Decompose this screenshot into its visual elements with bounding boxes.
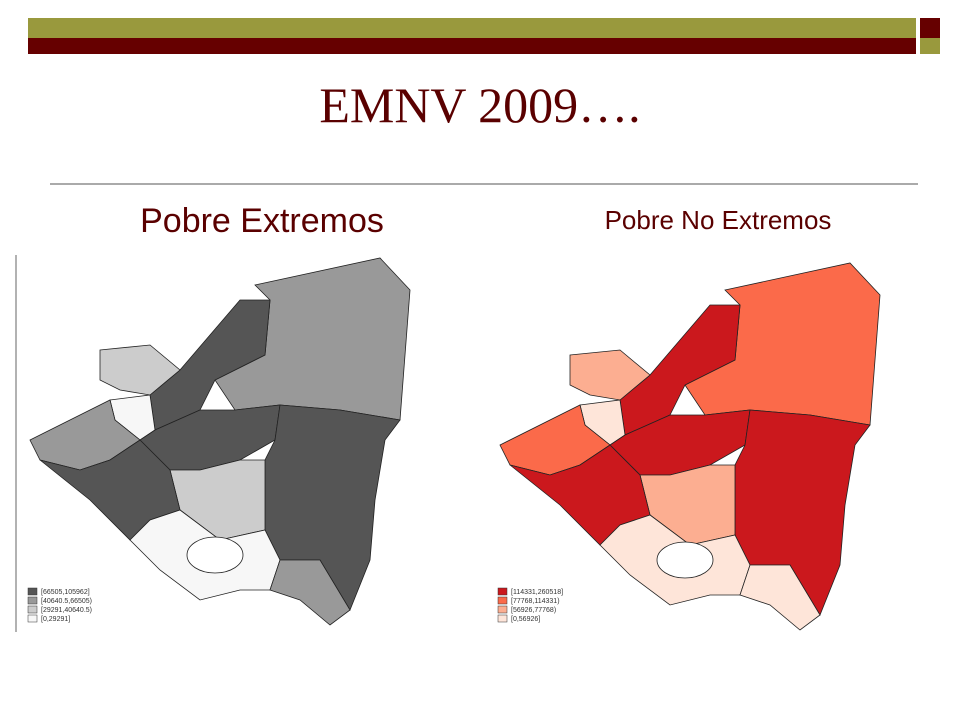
map-region [39,439,181,541]
legend-label: [40640.5,66505) [41,598,92,605]
legend-label: [29291,40640.5) [41,607,92,614]
map-region [739,564,821,631]
map [499,262,881,631]
map-heading: Pobre No Extremos [605,205,832,235]
legend-swatch [497,605,508,614]
slide-title: EMNV 2009…. [319,77,640,133]
map [29,257,411,626]
legend-swatch [497,596,508,605]
lake [186,536,244,574]
legend-swatch [27,587,38,596]
legend-swatch [497,587,508,596]
legend-swatch [497,614,508,623]
legend-label: [56926,77768) [511,607,556,614]
map-region [269,559,351,626]
map-region [509,444,651,546]
map-heading: Pobre Extremos [140,202,384,240]
header-band [28,18,916,38]
legend-label: [0,56926] [511,616,540,623]
header-square [920,18,940,38]
header-band [28,38,916,54]
legend-swatch [27,605,38,614]
legend-swatch [27,596,38,605]
legend-swatch [27,614,38,623]
legend-label: [77768,114331) [511,598,560,605]
legend-label: [114331,260518] [511,589,563,596]
legend-label: [0,29291] [41,616,70,623]
lake [656,541,714,579]
legend-label: [66505,105962] [41,589,90,596]
header-square [920,38,940,54]
